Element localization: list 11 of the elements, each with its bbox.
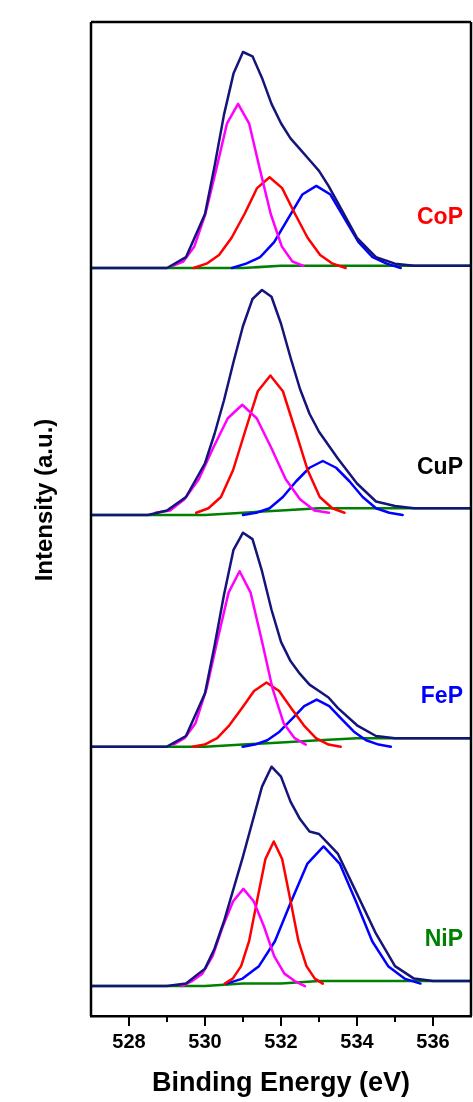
x-axis-title: Binding Energy (eV) bbox=[151, 1067, 411, 1098]
x-tick-label: 534 bbox=[340, 1029, 375, 1052]
y-axis-title: Intensity (a.u.) bbox=[30, 418, 58, 582]
x-tick-label: 528 bbox=[112, 1029, 146, 1052]
annotation: NiP bbox=[424, 925, 463, 952]
annotation: CuP bbox=[417, 453, 463, 480]
x-tick-label: 536 bbox=[416, 1029, 450, 1052]
x-tick-label: 532 bbox=[264, 1029, 298, 1052]
annotation: FeP bbox=[420, 682, 463, 709]
annotation: CoP bbox=[417, 203, 463, 230]
x-tick-label: 530 bbox=[188, 1029, 222, 1052]
